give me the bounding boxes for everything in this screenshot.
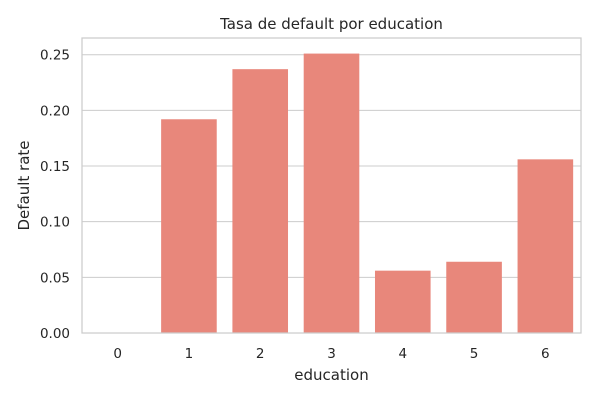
bar-6 [517,159,574,333]
y-tick-label: 0.05 [40,270,70,286]
x-tick-label: 0 [113,346,122,362]
x-tick-label: 3 [327,346,336,362]
y-tick-label: 0.15 [40,159,70,175]
x-tick-label: 6 [541,346,550,362]
y-tick-labels: 0.00 0.05 0.10 0.15 0.20 0.25 [40,48,70,342]
plot-frame [81,37,582,334]
bar-3 [303,53,360,334]
y-tick-label: 0.20 [40,103,70,119]
x-tick-label: 1 [185,346,194,362]
y-tick-label: 0.10 [40,215,70,231]
y-tick-label: 0.25 [40,48,70,64]
x-tick-labels: 0 1 2 3 4 5 6 [113,346,549,362]
bar-5 [446,261,502,333]
x-axis-label: education [294,366,368,384]
bars [161,53,574,334]
bar-4 [374,270,431,333]
y-tick-label: 0.00 [40,326,70,342]
bar-2 [232,69,289,334]
x-tick-label: 4 [398,346,407,362]
x-tick-label: 2 [256,346,265,362]
x-tick-label: 5 [470,346,479,362]
y-axis-label: Default rate [15,140,33,230]
chart-title: Tasa de default por education [219,15,443,33]
bar-1 [161,119,217,333]
